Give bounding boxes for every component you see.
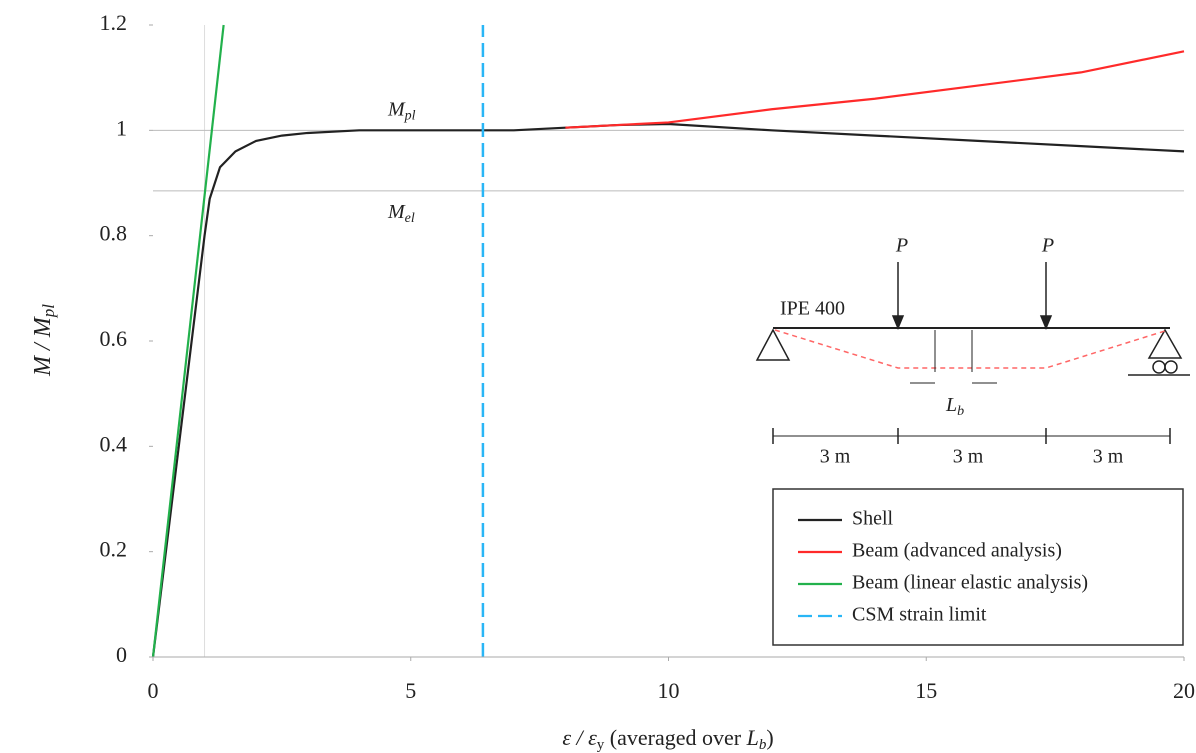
y-tick-label: 0.8	[100, 221, 128, 246]
roller	[1152, 360, 1166, 374]
length-label: Lb	[945, 394, 964, 420]
x-label-part: L	[746, 725, 759, 750]
reference-label: Mpl	[387, 98, 416, 124]
roller-support	[1147, 328, 1183, 359]
legend	[772, 488, 1184, 646]
series-line	[565, 50, 1185, 129]
y-tick-label: 0.2	[100, 537, 128, 562]
x-tick-label: 15	[915, 678, 937, 703]
diagram	[755, 262, 1190, 444]
reference-label-main: M	[387, 98, 406, 120]
legend-label: CSM strain limit	[852, 604, 987, 626]
x-label-sub: y	[597, 737, 605, 753]
y-axis-label: M / Mpl	[30, 304, 58, 377]
x-label-sub: b	[759, 737, 767, 753]
x-label-part: )	[766, 725, 773, 750]
span-label: 3 m	[820, 446, 851, 468]
legend-label: Beam (advanced analysis)	[852, 540, 1062, 562]
legend-label: Shell	[852, 508, 894, 530]
series-line	[151, 122, 1185, 658]
span-label: 3 m	[953, 446, 984, 468]
arrow-head	[1039, 315, 1053, 330]
reference-label-sub: pl	[404, 109, 416, 124]
series-line	[151, 24, 225, 658]
legend-label: Beam (linear elastic analysis)	[852, 572, 1088, 594]
x-axis-label: ε / εy (averaged over Lb)	[562, 725, 773, 753]
length-main: L	[945, 394, 957, 416]
x-label-part: (averaged over	[604, 725, 746, 750]
x-tick-label: 10	[658, 678, 680, 703]
y-tick-label: 0	[116, 642, 127, 667]
y-tick-label: 0.6	[100, 326, 128, 351]
x-tick-label: 5	[405, 678, 416, 703]
y-label-sub: pl	[39, 304, 58, 319]
roller	[1164, 360, 1178, 374]
x-tick-label: 20	[1173, 678, 1195, 703]
y-tick-label: 0.4	[100, 431, 128, 456]
reference-label: Mel	[387, 200, 415, 226]
reference-label-sub: el	[405, 211, 415, 226]
reference-label-main: M	[387, 200, 406, 222]
length-sub: b	[957, 404, 964, 419]
y-label-main: M / M	[30, 315, 56, 377]
span-label: 3 m	[1093, 446, 1124, 468]
load-label: P	[895, 235, 908, 257]
x-tick-label: 0	[148, 678, 159, 703]
x-label-part: ε / ε	[562, 725, 597, 750]
y-tick-label: 1	[116, 115, 127, 140]
y-tick-label: 1.2	[100, 10, 128, 35]
pin-support	[755, 328, 791, 361]
load-label: P	[1041, 235, 1054, 257]
section-label: IPE 400	[780, 298, 845, 320]
arrow-head	[891, 315, 905, 330]
